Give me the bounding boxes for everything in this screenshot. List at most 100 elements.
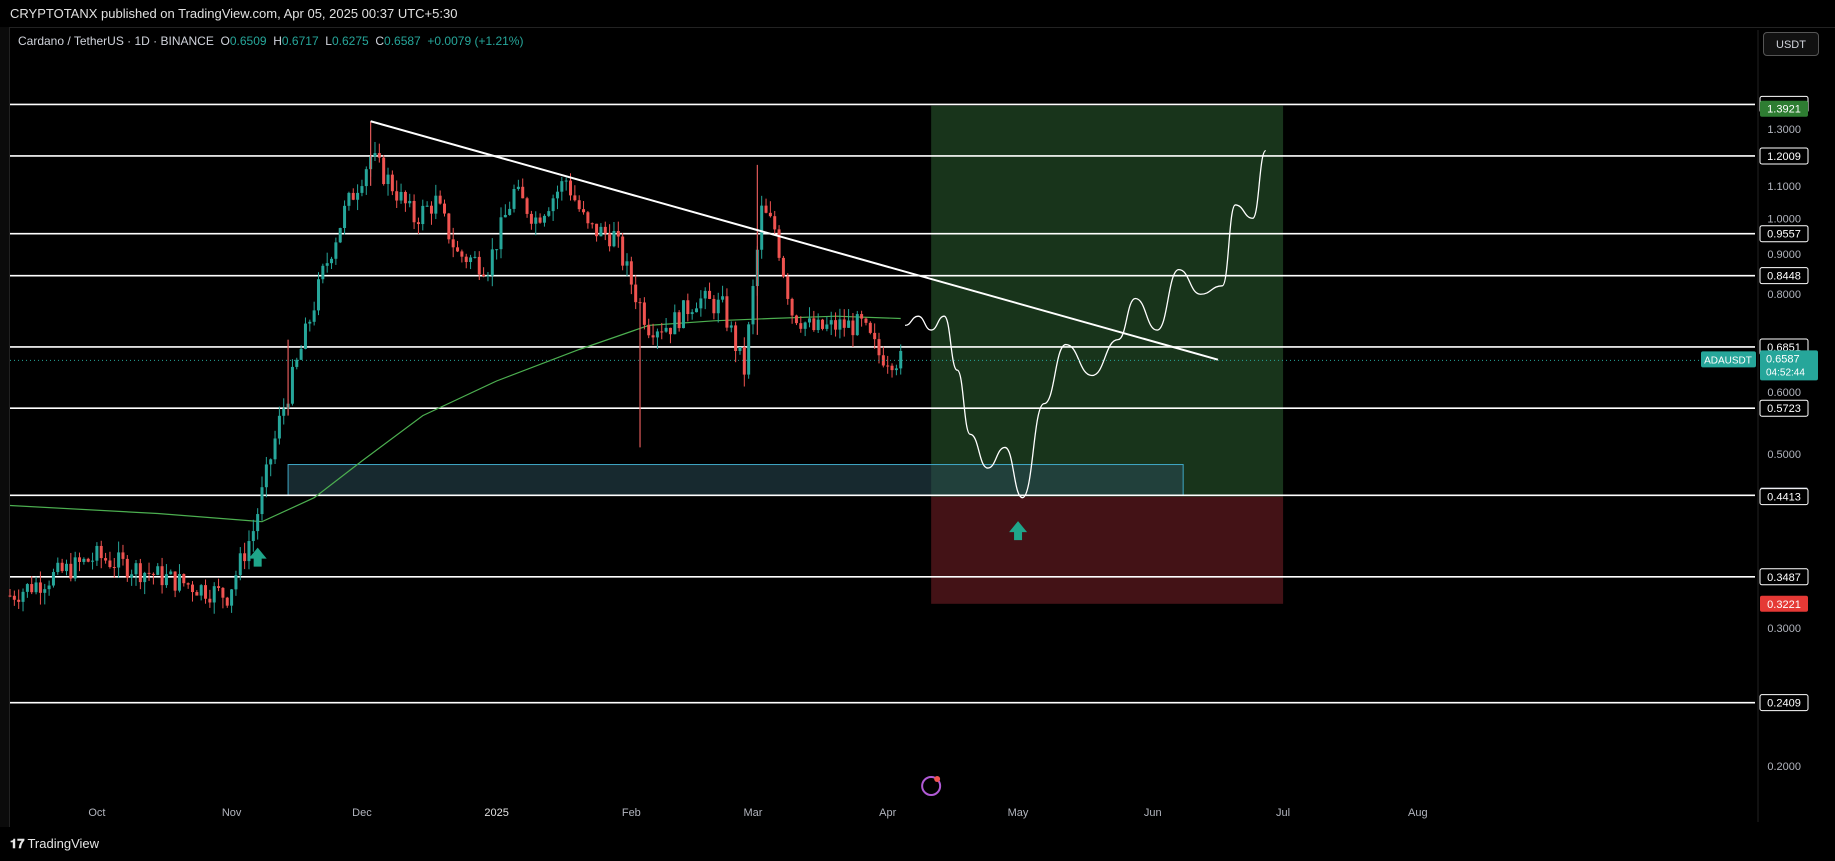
candle-body — [12, 595, 16, 600]
candle-body — [264, 464, 268, 488]
candle-body — [747, 324, 751, 375]
candle-body — [443, 203, 447, 214]
candle-body — [573, 195, 577, 201]
candle-body — [17, 599, 21, 602]
close-value: 0.6587 — [384, 34, 421, 48]
candle-body — [890, 365, 894, 371]
candle-body — [403, 191, 407, 204]
candle-body — [855, 314, 859, 336]
candle-body — [877, 339, 881, 356]
candle-body — [894, 368, 898, 371]
candle-body — [277, 415, 281, 439]
candle-body — [86, 558, 90, 562]
moving-average-line — [9, 315, 901, 523]
candle-body — [195, 592, 199, 596]
level-price-label-bg — [1759, 225, 1809, 243]
change-value: +0.0079 (+1.21%) — [427, 34, 524, 48]
candle-body — [25, 584, 29, 592]
candle-body — [551, 198, 555, 212]
candle-body — [156, 566, 160, 575]
candle-body — [434, 195, 438, 214]
candle-body — [295, 359, 299, 367]
currency-button[interactable]: USDT — [1763, 32, 1819, 56]
candle-body — [330, 258, 334, 264]
level-price-label: 0.9557 — [1767, 229, 1801, 241]
footer — [0, 827, 1835, 861]
candle-body — [799, 323, 803, 329]
candle-body — [351, 192, 355, 200]
candle-body — [751, 286, 755, 325]
candle-body — [825, 324, 829, 329]
candle-body — [742, 347, 746, 375]
candle-body — [664, 327, 668, 332]
candle-body — [699, 298, 703, 309]
candle-body — [412, 200, 416, 223]
candle-body — [738, 347, 742, 352]
tradingview-logo[interactable]: 𝟏𝟕 TradingView — [10, 836, 99, 852]
candle-body — [899, 350, 903, 369]
candle-body — [8, 595, 12, 597]
candle-body — [256, 514, 260, 532]
candle-body — [586, 212, 590, 224]
level-price-label: 0.5723 — [1767, 403, 1801, 415]
last-price-badge-bg — [1760, 350, 1818, 381]
candle-body — [703, 290, 707, 299]
position-price-label-bg — [1760, 595, 1808, 612]
candle-body — [781, 257, 785, 277]
candle-body — [881, 355, 885, 366]
x-tick-label: Aug — [1408, 807, 1428, 819]
candle-body — [516, 186, 520, 189]
candle-body — [56, 562, 60, 573]
candle-body — [456, 247, 460, 252]
y-tick-label: 0.9000 — [1767, 249, 1801, 261]
level-price-label-bg — [1759, 568, 1809, 586]
publisher-header: CRYPTOTANX published on TradingView.com,… — [0, 0, 1835, 27]
candle-body — [655, 331, 659, 338]
target-zone — [931, 105, 1284, 497]
candle-body — [273, 438, 277, 460]
candle-body — [312, 310, 316, 322]
event-icon — [921, 776, 942, 796]
candle-body — [542, 215, 546, 223]
candle-body — [421, 205, 425, 225]
candle-body — [416, 222, 420, 225]
candle-body — [621, 236, 625, 266]
candle-body — [686, 300, 690, 315]
stop-zone — [931, 496, 1284, 604]
last-price-label: 0.6587 — [1766, 353, 1800, 365]
candle-body — [569, 180, 573, 196]
candle-body — [121, 552, 125, 559]
candle-body — [864, 318, 868, 323]
candle-body — [490, 249, 494, 276]
candle-body — [303, 323, 307, 349]
candle-body — [164, 574, 168, 586]
candle-body — [347, 192, 351, 206]
chart-area[interactable] — [9, 27, 1835, 828]
y-tick-label: 1.3000 — [1767, 124, 1801, 136]
candle-body — [447, 213, 451, 240]
candle-body — [651, 335, 655, 338]
candle-body — [838, 319, 842, 330]
candle-body — [343, 205, 347, 229]
candle-body — [860, 314, 864, 319]
candle-body — [673, 312, 677, 335]
candle-body — [638, 302, 642, 304]
candle-body — [847, 320, 851, 328]
symbol-name: Cardano / TetherUS · 1D · BINANCE — [18, 34, 214, 48]
candle-body — [160, 566, 164, 586]
candle-body — [764, 205, 768, 213]
candle-body — [21, 591, 25, 602]
candle-body — [873, 332, 877, 340]
candle-body — [886, 365, 890, 367]
candle-body — [69, 563, 73, 579]
candle-body — [564, 180, 568, 182]
candle-body — [91, 560, 95, 562]
candle-body — [821, 319, 825, 329]
symbol-badge-label: ADAUSDT — [1704, 355, 1752, 366]
candle-body — [794, 315, 798, 324]
candle-body — [269, 459, 273, 465]
candle-body — [386, 174, 390, 185]
candle-body — [321, 265, 325, 280]
candle-body — [230, 589, 234, 606]
